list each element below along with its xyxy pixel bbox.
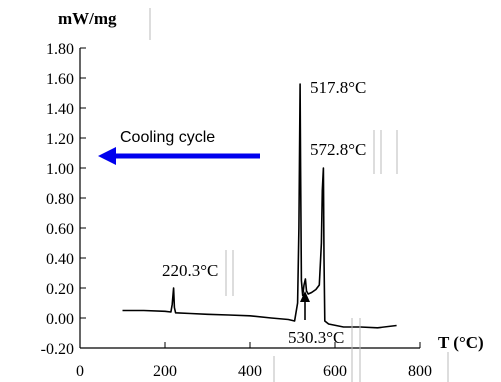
dsc-curve — [122, 83, 397, 329]
y-tick-label: 1.80 — [46, 41, 74, 58]
x-tick-label: 0 — [76, 363, 84, 380]
y-tick-label: 1.40 — [46, 101, 74, 118]
y-tick-label: 1.20 — [46, 131, 74, 148]
y-axis-label: mW/mg — [58, 9, 117, 28]
y-tick-label: 0.00 — [46, 311, 74, 328]
cursor-artifacts — [149, 8, 449, 382]
x-ticks: 0 200 400 600 800 — [76, 342, 432, 380]
y-tick-label: 0.20 — [46, 281, 74, 298]
y-tick-label: 1.00 — [46, 161, 74, 178]
x-tick-label: 200 — [153, 363, 177, 380]
y-tick-label: -0.20 — [41, 341, 74, 358]
y-tick-label: 1.60 — [46, 71, 74, 88]
peak-label-530: 530.3°C — [288, 328, 344, 347]
cooling-arrow — [98, 147, 260, 165]
annotation-arrow-530 — [300, 291, 310, 320]
y-tick-label: 0.40 — [46, 251, 74, 268]
y-tick-label: 0.60 — [46, 221, 74, 238]
x-tick-label: 600 — [323, 363, 347, 380]
peak-label-572: 572.8°C — [310, 140, 366, 159]
peak-label-517: 517.8°C — [310, 78, 366, 97]
series-layer — [122, 83, 397, 329]
cooling-cycle-label: Cooling cycle — [120, 129, 215, 146]
peak-label-220: 220.3°C — [162, 261, 218, 280]
x-axis-label: T (°C) — [438, 333, 484, 352]
x-tick-label: 400 — [238, 363, 262, 380]
y-tick-label: 0.80 — [46, 191, 74, 208]
cooling-arrowhead — [98, 147, 116, 165]
annotation-arrow-530-head — [300, 291, 310, 302]
y-ticks: 1.80 1.60 1.40 1.20 1.00 0.80 0.60 0.40 0.20 0.00… — [41, 41, 86, 358]
x-tick-label: 800 — [408, 363, 432, 380]
